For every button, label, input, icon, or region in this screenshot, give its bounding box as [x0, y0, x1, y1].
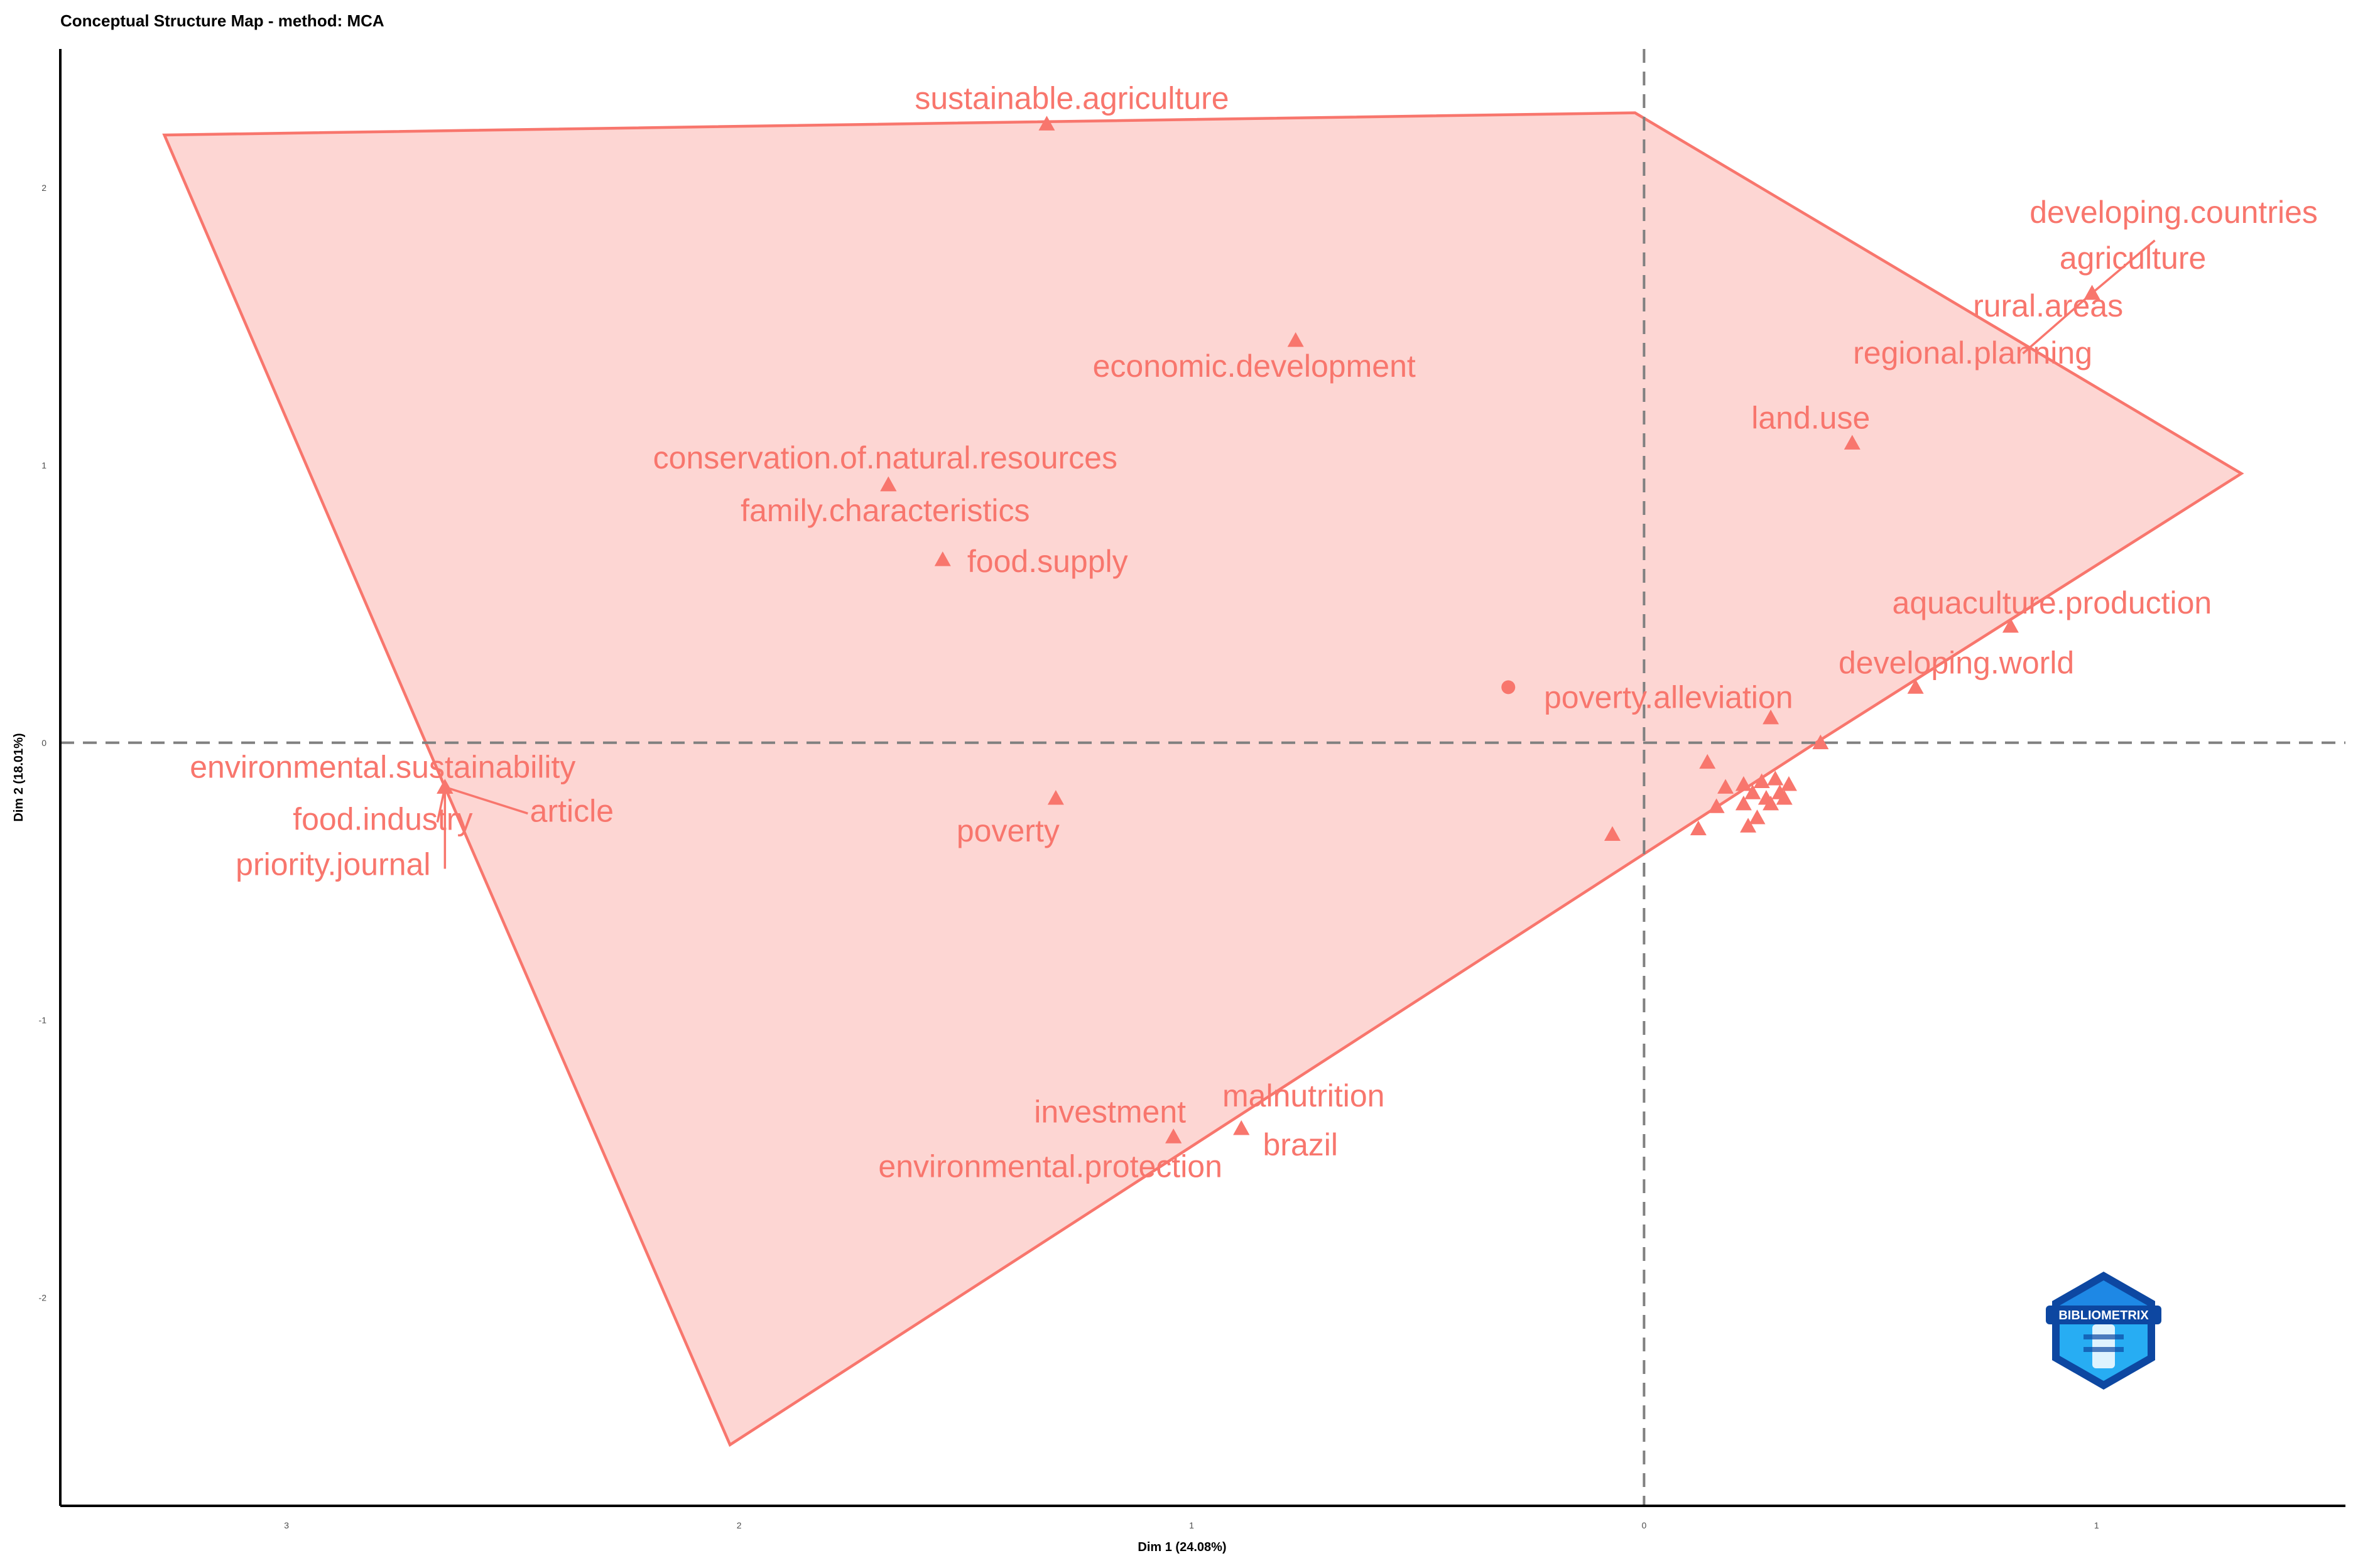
point-label: conservation.of.natural.resources	[653, 440, 1117, 475]
point-label: economic.development	[1093, 349, 1416, 384]
label-layer: sustainable.agriculture developing.countr…	[190, 80, 2318, 1184]
point-label: aquaculture.production	[1893, 585, 2212, 620]
point-label: malnutrition	[1222, 1078, 1384, 1113]
x-tick-label: 0	[1641, 1520, 1646, 1530]
chart-title: Conceptual Structure Map - method: MCA	[60, 11, 384, 30]
point-label: food.supply	[967, 544, 1128, 579]
data-point	[1287, 332, 1304, 347]
label-leader-line	[2022, 292, 2093, 355]
logo-stripe-icon	[2084, 1334, 2124, 1339]
data-point	[1740, 818, 1757, 833]
label-leader-line	[444, 786, 528, 815]
point-label: poverty.alleviation	[1544, 679, 1793, 715]
y-tick-label: -1	[39, 1015, 47, 1025]
data-point	[1233, 1120, 1250, 1135]
y-tick-label: -2	[39, 1293, 47, 1303]
data-point	[1708, 798, 1725, 813]
data-point	[1767, 770, 1784, 786]
data-point	[1749, 809, 1766, 825]
point-label: poverty	[957, 813, 1060, 848]
y-tick-label: 2	[41, 183, 46, 193]
data-point	[934, 551, 951, 566]
point-label: land.use	[1751, 401, 1870, 436]
point-label: article	[530, 793, 614, 828]
data-point	[1047, 790, 1064, 805]
data-point	[1717, 779, 1734, 794]
point-label: brazil	[1263, 1127, 1337, 1162]
point-label: food.industry	[293, 801, 472, 836]
data-point	[1699, 754, 1716, 769]
data-point	[1763, 709, 1779, 725]
data-point	[1780, 776, 1797, 791]
point-label: environmental.protection	[878, 1149, 1222, 1184]
data-point	[1753, 773, 1770, 789]
data-point	[1744, 784, 1761, 799]
data-point	[2002, 618, 2019, 633]
data-point	[1735, 776, 1752, 791]
axes: 3 2 1 0 1 2 1 0 -1 -2	[39, 49, 2345, 1530]
logo-tower-icon	[2092, 1324, 2115, 1368]
data-point	[437, 779, 454, 794]
x-axis-title: Dim 1 (24.08%)	[1138, 1540, 1226, 1554]
data-point	[1763, 795, 1779, 811]
data-point	[1604, 826, 1621, 841]
bibliometrix-logo: BIBLIOMETRIX	[2046, 1272, 2161, 1390]
point-label: developing.world	[1839, 645, 2074, 680]
data-point	[1844, 435, 1861, 450]
data-point	[1501, 680, 1516, 695]
x-tick-label: 1	[1189, 1520, 1194, 1530]
data-point	[1690, 820, 1707, 836]
label-leader-line	[2091, 239, 2156, 295]
point-label: sustainable.agriculture	[915, 80, 1229, 116]
logo-banner	[2046, 1306, 2161, 1324]
y-tick-label: 1	[41, 460, 46, 470]
point-label: priority.journal	[236, 846, 430, 882]
x-tick-label: 3	[284, 1520, 289, 1530]
data-point	[1735, 795, 1752, 811]
x-tick-label: 2	[737, 1520, 742, 1530]
point-label: agriculture	[2060, 241, 2206, 276]
logo-text: BIBLIOMETRIX	[2058, 1309, 2149, 1322]
point-label: regional.planning	[1853, 335, 2092, 370]
x-tick-label: 1	[2094, 1520, 2099, 1530]
data-point	[1776, 790, 1793, 805]
data-point	[880, 476, 897, 492]
y-tick-label: 0	[41, 738, 46, 748]
point-label: developing.countries	[2029, 195, 2318, 230]
data-point	[1165, 1128, 1182, 1144]
data-point	[1907, 679, 1924, 694]
point-label: environmental.sustainability	[190, 749, 575, 784]
y-axis-title: Dim 2 (18.01%)	[12, 733, 26, 821]
point-label: rural.areas	[1973, 288, 2123, 323]
point-label: family.characteristics	[741, 493, 1030, 528]
data-point	[1812, 734, 1829, 750]
label-leader-line	[436, 787, 447, 823]
point-label: investment	[1034, 1094, 1186, 1129]
data-point	[1038, 116, 1055, 131]
logo-stripe-icon	[2084, 1347, 2124, 1352]
